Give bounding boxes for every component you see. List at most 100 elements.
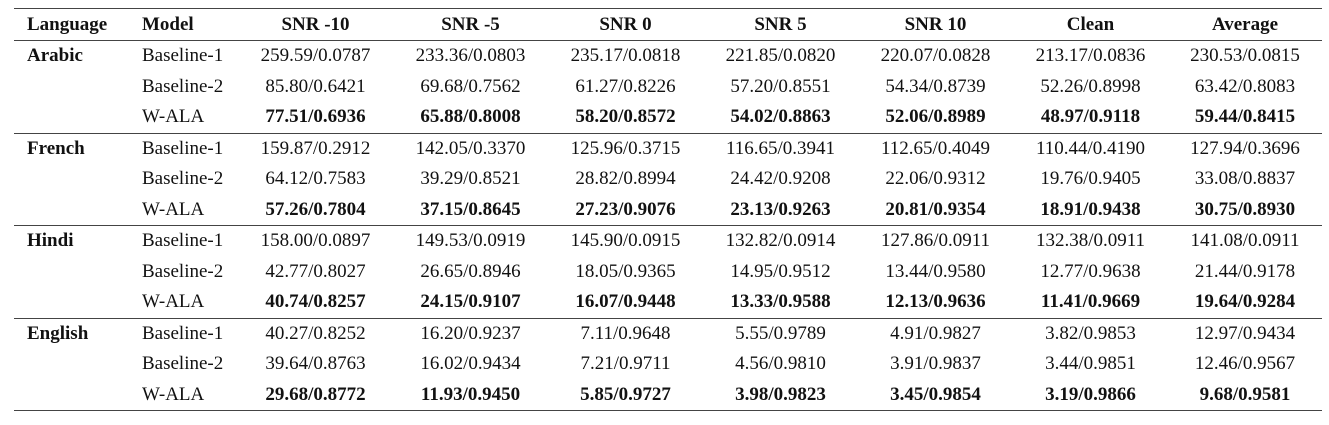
value-cell: 40.74/0.8257 — [265, 291, 366, 313]
value-cell: 28.82/0.8994 — [575, 168, 676, 190]
value-cell: 13.33/0.9588 — [730, 291, 831, 313]
value-cell: 21.44/0.9178 — [1194, 260, 1296, 282]
table-row: W-ALA 29.68/0.8772 11.93/0.9450 5.85/0.9727… — [14, 380, 1322, 411]
value-cell: 61.27/0.8226 — [575, 75, 676, 97]
value-cell: 110.44/0.4190 — [1013, 132, 1168, 164]
value-cell: 13.44/0.9580 — [885, 260, 986, 282]
value-cell: 125.96/0.3715 — [548, 132, 703, 164]
model-cell: Baseline-1 — [135, 317, 238, 349]
table-body: Arabic Baseline-1 259.59/0.0787 233.36/0.08… — [14, 41, 1322, 411]
value-cell: 12.13/0.9636 — [885, 291, 986, 313]
value-cell: 59.44/0.8415 — [1194, 106, 1296, 128]
value-cell: 213.17/0.0836 — [1035, 45, 1146, 67]
value-cell: 12.46/0.9567 — [1194, 353, 1296, 375]
language-cell: Arabic — [27, 45, 83, 67]
column-header: SNR -5 — [393, 8, 548, 41]
value-cell: 158.00/0.0897 — [238, 225, 393, 257]
table-row: Baseline-2 42.77/0.8027 26.65/0.8946 18.05/… — [14, 257, 1322, 288]
model-cell: Baseline-1 — [135, 225, 238, 257]
value-cell: 9.68/0.9581 — [1199, 383, 1291, 405]
empty-cell — [14, 257, 135, 288]
value-cell: 233.36/0.0803 — [415, 45, 526, 67]
value-cell: 159.87/0.2912 — [238, 132, 393, 164]
model-cell: W-ALA — [142, 198, 205, 220]
table-row: W-ALA 57.26/0.7804 37.15/0.8645 27.23/0.907… — [14, 195, 1322, 226]
value-cell: 57.26/0.7804 — [265, 198, 366, 220]
table-row: Baseline-2 39.64/0.8763 16.02/0.9434 7.21/0… — [14, 349, 1322, 380]
value-cell: 127.94/0.3696 — [1168, 132, 1322, 164]
value-cell: 18.91/0.9438 — [1040, 198, 1141, 220]
value-cell: 42.77/0.8027 — [265, 260, 366, 282]
value-cell: 24.42/0.9208 — [730, 168, 831, 190]
language-cell: English — [14, 317, 135, 349]
empty-cell — [14, 102, 135, 133]
value-cell: 230.53/0.0815 — [1190, 45, 1300, 67]
language-cell: Hindi — [14, 225, 135, 257]
empty-cell — [14, 349, 135, 380]
value-cell: 132.38/0.0911 — [1013, 225, 1168, 257]
value-cell: 142.05/0.3370 — [393, 132, 548, 164]
value-cell: 3.82/0.9853 — [1013, 317, 1168, 349]
empty-cell — [14, 287, 135, 318]
value-cell: 221.85/0.0820 — [725, 45, 836, 67]
column-header: Model — [135, 8, 238, 41]
value-cell: 127.86/0.0911 — [858, 225, 1013, 257]
header-row: Language Model SNR -10 SNR -5 SNR 0 SNR 5 SNR … — [14, 8, 1322, 41]
value-cell: 116.65/0.3941 — [703, 132, 858, 164]
model-cell: Baseline-2 — [142, 260, 224, 282]
model-cell: Baseline-2 — [142, 75, 224, 97]
value-cell: 16.02/0.9434 — [420, 353, 521, 375]
value-cell: 11.93/0.9450 — [420, 383, 521, 405]
value-cell: 33.08/0.8837 — [1194, 168, 1296, 190]
column-header: Average — [1168, 8, 1322, 41]
value-cell: 29.68/0.8772 — [265, 383, 366, 405]
value-cell: 149.53/0.0919 — [393, 225, 548, 257]
model-cell: W-ALA — [142, 106, 205, 128]
value-cell: 57.20/0.8551 — [730, 75, 831, 97]
value-cell: 20.81/0.9354 — [885, 198, 986, 220]
empty-cell — [14, 72, 135, 103]
column-header: SNR 0 — [548, 8, 703, 41]
language-cell: French — [14, 132, 135, 164]
value-cell: 112.65/0.4049 — [858, 132, 1013, 164]
value-cell: 54.02/0.8863 — [730, 106, 831, 128]
value-cell: 48.97/0.9118 — [1040, 106, 1141, 128]
value-cell: 5.55/0.9789 — [703, 317, 858, 349]
value-cell: 259.59/0.0787 — [260, 45, 371, 67]
model-cell: Baseline-2 — [142, 353, 224, 375]
model-cell: W-ALA — [142, 291, 205, 313]
value-cell: 4.56/0.9810 — [735, 353, 826, 375]
value-cell: 3.45/0.9854 — [890, 383, 981, 405]
value-cell: 235.17/0.0818 — [570, 45, 681, 67]
value-cell: 64.12/0.7583 — [265, 168, 366, 190]
value-cell: 3.44/0.9851 — [1045, 353, 1136, 375]
value-cell: 52.06/0.8989 — [885, 106, 986, 128]
value-cell: 24.15/0.9107 — [420, 291, 521, 313]
table-row: W-ALA 77.51/0.6936 65.88/0.8008 58.20/0.857… — [14, 102, 1322, 133]
value-cell: 22.06/0.9312 — [885, 168, 986, 190]
value-cell: 26.65/0.8946 — [420, 260, 521, 282]
value-cell: 77.51/0.6936 — [265, 106, 366, 128]
table-row: French Baseline-1 159.87/0.2912 142.05/0.33… — [14, 132, 1322, 164]
value-cell: 145.90/0.0915 — [548, 225, 703, 257]
value-cell: 16.20/0.9237 — [393, 317, 548, 349]
model-cell: Baseline-1 — [135, 132, 238, 164]
value-cell: 18.05/0.9365 — [575, 260, 676, 282]
model-cell: W-ALA — [142, 383, 205, 405]
value-cell: 4.91/0.9827 — [858, 317, 1013, 349]
empty-cell — [14, 195, 135, 226]
value-cell: 3.91/0.9837 — [890, 353, 981, 375]
value-cell: 14.95/0.9512 — [730, 260, 831, 282]
value-cell: 220.07/0.0828 — [880, 45, 991, 67]
table-row: Baseline-2 64.12/0.7583 39.29/0.8521 28.82/… — [14, 164, 1322, 195]
value-cell: 19.64/0.9284 — [1194, 291, 1296, 313]
results-table: Language Model SNR -10 SNR -5 SNR 0 SNR 5 SNR … — [14, 8, 1322, 411]
value-cell: 39.64/0.8763 — [265, 353, 366, 375]
model-cell: Baseline-1 — [142, 45, 224, 67]
empty-cell — [14, 164, 135, 195]
value-cell: 16.07/0.9448 — [575, 291, 676, 313]
value-cell: 12.77/0.9638 — [1040, 260, 1141, 282]
value-cell: 23.13/0.9263 — [730, 198, 831, 220]
value-cell: 39.29/0.8521 — [420, 168, 521, 190]
